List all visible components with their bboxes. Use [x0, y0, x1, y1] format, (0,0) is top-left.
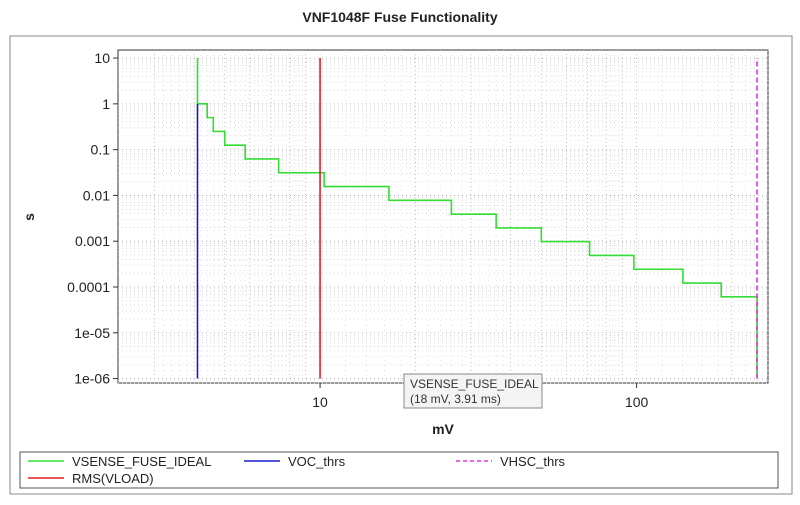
plot-area [117, 49, 769, 384]
axis-ticks: 10 1 0.1 0.01 0.001 0.0001 1e-05 1e-06 10 100 [67, 50, 648, 410]
series-line-vsense-fuse-ideal [196, 58, 758, 379]
y-tick-label: 0.01 [83, 187, 110, 203]
legend-entry-vhsc: VHSC_thrs [456, 454, 566, 469]
grid-lines [118, 50, 769, 384]
x-tick-label: 10 [312, 394, 328, 410]
legend-entry-rms: RMS(VLOAD) [28, 471, 154, 486]
hover-tooltip: VSENSE_FUSE_IDEAL (18 mV, 3.91 ms) [403, 373, 543, 409]
tooltip-series: VSENSE_FUSE_IDEAL [410, 377, 539, 391]
y-tick-label: 10 [94, 50, 110, 66]
y-tick-label: 0.0001 [67, 279, 110, 295]
series-layer [196, 58, 758, 379]
legend-label-voc: VOC_thrs [288, 454, 346, 469]
legend-entry-vsense: VSENSE_FUSE_IDEAL [28, 454, 211, 469]
x-tick-label: 100 [625, 394, 649, 410]
legend-box [19, 451, 779, 489]
y-axis-label: s [21, 213, 37, 221]
y-tick-label: 1e-05 [74, 325, 110, 341]
chart-title: VNF1048F Fuse Functionality [302, 9, 497, 25]
legend-entry-voc: VOC_thrs [244, 454, 346, 469]
y-tick-label: 1 [102, 96, 110, 112]
legend-label-rms: RMS(VLOAD) [72, 471, 154, 486]
legend-label-vhsc: VHSC_thrs [500, 454, 566, 469]
tooltip-box [403, 373, 543, 409]
x-axis-label: mV [432, 421, 454, 437]
y-tick-label: 0.1 [91, 142, 111, 158]
y-tick-label: 0.001 [75, 233, 110, 249]
legend-label-vsense: VSENSE_FUSE_IDEAL [72, 454, 211, 469]
tooltip-value: (18 mV, 3.91 ms) [410, 392, 501, 406]
y-tick-label: 1e-06 [74, 371, 110, 387]
